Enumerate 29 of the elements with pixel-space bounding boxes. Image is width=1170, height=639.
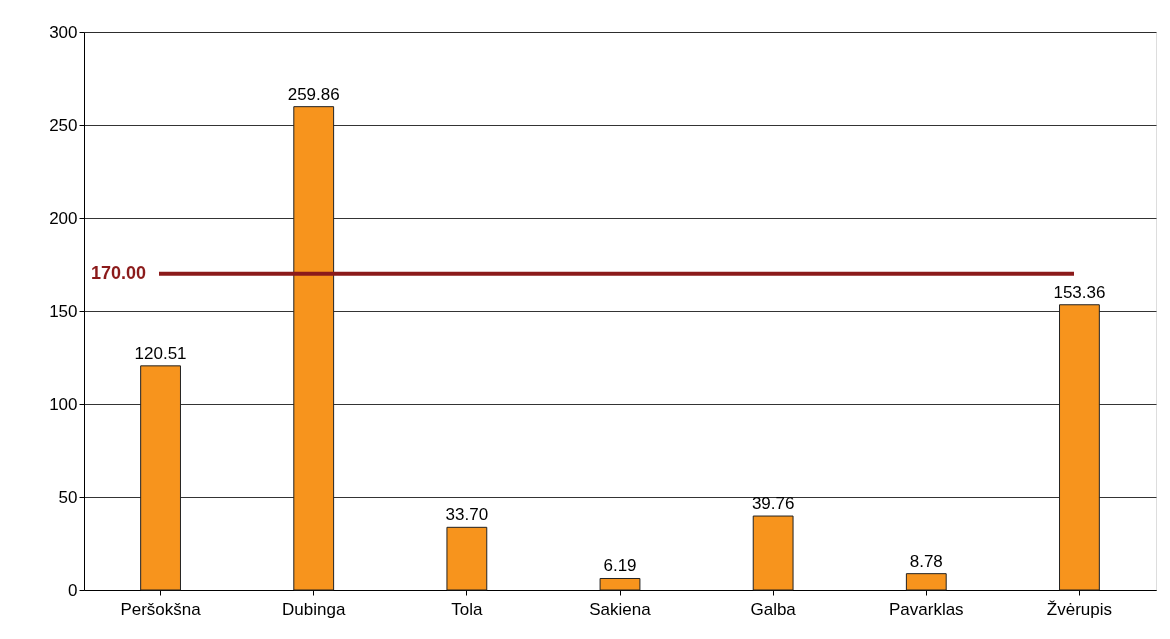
- y-tick-label: 0: [68, 580, 78, 600]
- y-tick-label: 100: [49, 394, 78, 414]
- x-tick-label: Pavarklas: [888, 599, 964, 619]
- ref-line-label: 170.00: [91, 262, 147, 283]
- x-tick-label: Tola: [451, 599, 483, 619]
- data-label: 259.86: [287, 84, 340, 104]
- data-label: 153.36: [1053, 282, 1106, 302]
- y-tick-label: 300: [49, 22, 78, 42]
- data-label: 8.78: [909, 551, 943, 571]
- x-tick-label: Dubinga: [282, 599, 346, 619]
- data-label: 39.76: [751, 494, 795, 514]
- x-tick-label: Galba: [750, 599, 797, 619]
- bar: [1059, 304, 1100, 591]
- bar: [599, 577, 641, 591]
- x-tick-label: Sakiena: [589, 599, 652, 619]
- bar: [293, 106, 335, 591]
- data-label: 120.51: [134, 343, 187, 363]
- bar: [140, 365, 181, 591]
- x-tick-label: Peršokšna: [120, 599, 202, 619]
- bar: [752, 515, 794, 591]
- y-tick-label: 250: [49, 115, 78, 135]
- y-tick-label: 200: [49, 208, 78, 228]
- x-tick-label: Žvėrupis: [1046, 599, 1113, 619]
- y-tick-label: 50: [58, 487, 78, 507]
- data-label: 6.19: [603, 556, 637, 576]
- bar: [446, 526, 488, 591]
- y-tick-label: 150: [49, 301, 78, 321]
- data-label: 33.70: [445, 505, 489, 525]
- bar: [905, 573, 947, 591]
